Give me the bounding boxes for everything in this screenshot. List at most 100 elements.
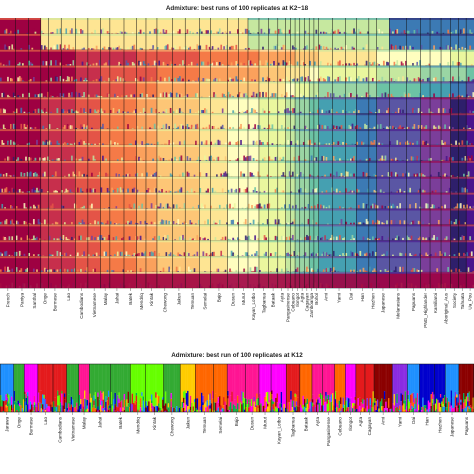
admixture-stripe: [466, 174, 468, 177]
admixture-stripe: [262, 172, 264, 177]
admixture-band: [368, 272, 377, 275]
admixture-stripe: [459, 237, 462, 241]
admixture-stripe: [360, 204, 363, 209]
admixture-stripe: [81, 174, 84, 177]
admixture-stripe: [210, 271, 212, 273]
admixture-band: [450, 129, 459, 132]
admixture-stripe: [214, 77, 217, 82]
admixture-stripe: [299, 127, 302, 130]
admixture-stripe: [71, 108, 73, 114]
admixture-stripe: [14, 125, 16, 130]
admixture-stripe: [243, 155, 246, 161]
admixture-cell: [40, 145, 49, 162]
admixture-stripe: [9, 175, 12, 177]
admixture-stripe: [122, 160, 125, 161]
admixture-stripe: [309, 60, 311, 66]
admixture-cell: [185, 33, 200, 50]
admixture-band: [304, 49, 310, 52]
admixture-stripe: [188, 253, 190, 257]
admixture-stripe: [51, 47, 54, 50]
admixture-band: [0, 49, 16, 52]
admixture-stripe: [102, 237, 104, 241]
admixture-stripe: [258, 91, 261, 98]
k12-ancestry-segment: [41, 394, 44, 405]
admixture-stripe: [252, 255, 255, 257]
admixture-stripe: [47, 269, 49, 273]
admixture-stripe: [36, 205, 38, 209]
k12-ancestry-segment: [24, 364, 26, 392]
admixture-stripe: [461, 112, 464, 114]
admixture-stripe: [370, 205, 373, 209]
admixture-stripe: [105, 62, 107, 66]
admixture-stripe: [255, 76, 258, 82]
admixture-stripe: [463, 127, 465, 130]
admixture-stripe: [165, 92, 168, 98]
k12-ancestry-segment: [77, 409, 79, 412]
k12-ancestry-segment: [24, 401, 26, 412]
admixture-stripe: [54, 190, 57, 193]
admixture-cell: [40, 18, 49, 35]
admixture-band: [290, 240, 296, 243]
k12-ancestry-segment: [117, 411, 119, 412]
admixture-stripe: [469, 267, 472, 273]
admixture-stripe: [171, 79, 173, 82]
admixture-cell: [227, 256, 239, 273]
admixture-band: [123, 113, 137, 116]
admixture-cell: [145, 129, 158, 146]
admixture-stripe: [11, 268, 14, 273]
admixture-stripe: [131, 112, 134, 114]
admixture-stripe: [386, 126, 388, 130]
admixture-cell: [258, 97, 269, 114]
admixture-stripe: [230, 270, 233, 273]
admixture-stripe: [174, 45, 176, 50]
admixture-stripe: [235, 76, 238, 82]
admixture-stripe: [218, 219, 221, 225]
admixture-stripe: [195, 223, 197, 225]
admixture-band: [458, 240, 467, 243]
admixture-stripe: [373, 268, 376, 273]
admixture-stripe: [387, 62, 390, 66]
admixture-band: [48, 176, 62, 179]
admixture-stripe: [183, 96, 186, 98]
admixture-stripe: [335, 171, 338, 177]
admixture-cell: [430, 81, 442, 98]
admixture-cell: [75, 49, 89, 66]
admixture-stripe: [152, 252, 155, 257]
admixture-stripe: [439, 126, 442, 130]
admixture-stripe: [128, 204, 131, 209]
admixture-cell: [145, 208, 158, 225]
admixture-stripe: [420, 269, 423, 273]
admixture-cell: [238, 145, 249, 162]
admixture-stripe: [287, 108, 289, 114]
admixture-stripe: [237, 94, 239, 98]
admixture-band: [389, 33, 407, 36]
admixture-cell: [199, 192, 211, 209]
k12-ancestry-segment: [121, 403, 123, 412]
admixture-cell: [100, 240, 111, 257]
population-label: Onge: [42, 293, 47, 305]
admixture-band: [0, 176, 16, 179]
k12-ancestry-segment: [98, 409, 101, 412]
admixture-cell: [109, 145, 125, 162]
admixture-stripe: [399, 220, 401, 225]
admixture-band: [318, 192, 334, 195]
admixture-stripe: [371, 128, 374, 130]
admixture-stripe: [196, 93, 199, 98]
k12-ancestry-segment: [24, 394, 26, 402]
admixture-stripe: [396, 191, 399, 193]
admixture-stripe: [340, 125, 343, 130]
k12-ancestry-segment: [76, 406, 78, 411]
admixture-stripe: [171, 47, 173, 50]
admixture-stripe: [71, 236, 73, 241]
admixture-stripe: [384, 155, 387, 161]
admixture-stripe: [134, 236, 137, 241]
admixture-stripe: [379, 189, 382, 193]
admixture-cell: [406, 49, 421, 66]
admixture-stripe: [315, 253, 318, 257]
admixture-band: [238, 18, 249, 20]
admixture-band: [199, 113, 211, 116]
admixture-stripe: [169, 269, 172, 273]
admixture-stripe: [376, 111, 379, 114]
admixture-band: [356, 33, 370, 36]
admixture-cell: [313, 33, 319, 50]
